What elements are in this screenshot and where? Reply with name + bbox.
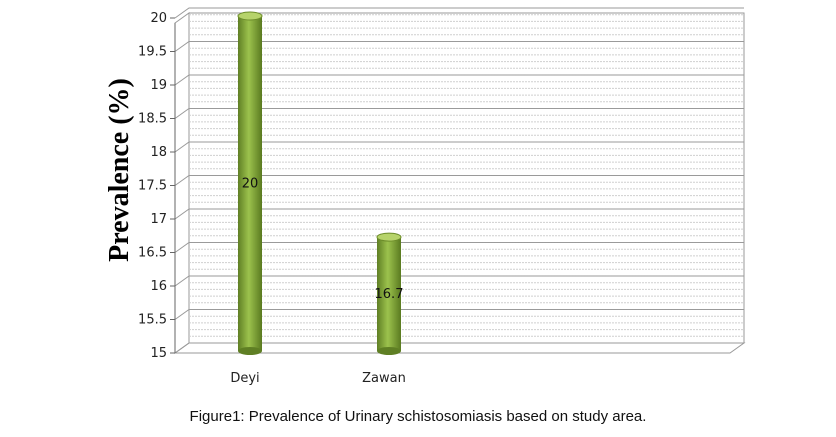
bar-base — [377, 347, 401, 355]
bars: 20 16.7 — [237, 11, 404, 355]
major-gridline — [174, 108, 744, 119]
y-tick-label: 18.5 — [138, 112, 167, 127]
y-tick-label: 16 — [150, 279, 167, 294]
major-gridline — [174, 309, 744, 320]
data-label: 16.7 — [375, 287, 404, 302]
x-category-label: Deyi — [230, 371, 259, 386]
bar-body — [377, 237, 401, 351]
y-tick-label: 19 — [150, 78, 167, 93]
x-category-label: Zawan — [362, 371, 406, 386]
major-gridline — [174, 141, 744, 153]
major-gridline — [174, 7, 744, 19]
y-tick-label: 16.5 — [138, 246, 167, 261]
y-tick-label: 17 — [150, 212, 167, 227]
x-axis-categories: Deyi Zawan — [230, 371, 406, 386]
y-axis-ticks: 15 15.5 16 16.5 17 17.5 18 18.5 19 19.5 20 — [138, 11, 175, 361]
y-tick-label: 18 — [150, 145, 167, 160]
y-axis-label: Prevalence (%) — [104, 78, 135, 262]
bar: 16.7 — [375, 232, 404, 355]
figure-caption: Figure1: Prevalence of Urinary schistoso… — [189, 408, 647, 425]
major-gridline — [174, 242, 744, 253]
bar: 20 — [237, 11, 263, 355]
bar-body — [238, 16, 262, 351]
bar-top — [376, 232, 402, 242]
major-gridline — [174, 74, 744, 86]
bar-top — [237, 11, 263, 21]
y-tick-label: 19.5 — [138, 45, 167, 60]
plot-side-wall — [174, 12, 190, 354]
major-gridline — [174, 275, 744, 287]
y-tick-label: 17.5 — [138, 179, 167, 194]
major-gridline — [174, 41, 744, 52]
plot-area — [173, 7, 746, 354]
y-tick-label: 20 — [150, 11, 167, 26]
major-gridline — [174, 208, 744, 220]
y-tick-label: 15.5 — [138, 313, 167, 328]
data-label: 20 — [242, 177, 259, 192]
y-tick-label: 15 — [150, 346, 167, 361]
bar-base — [238, 347, 262, 355]
major-gridline — [174, 342, 744, 354]
plot-back-wall — [188, 12, 745, 344]
major-gridline — [174, 175, 744, 186]
